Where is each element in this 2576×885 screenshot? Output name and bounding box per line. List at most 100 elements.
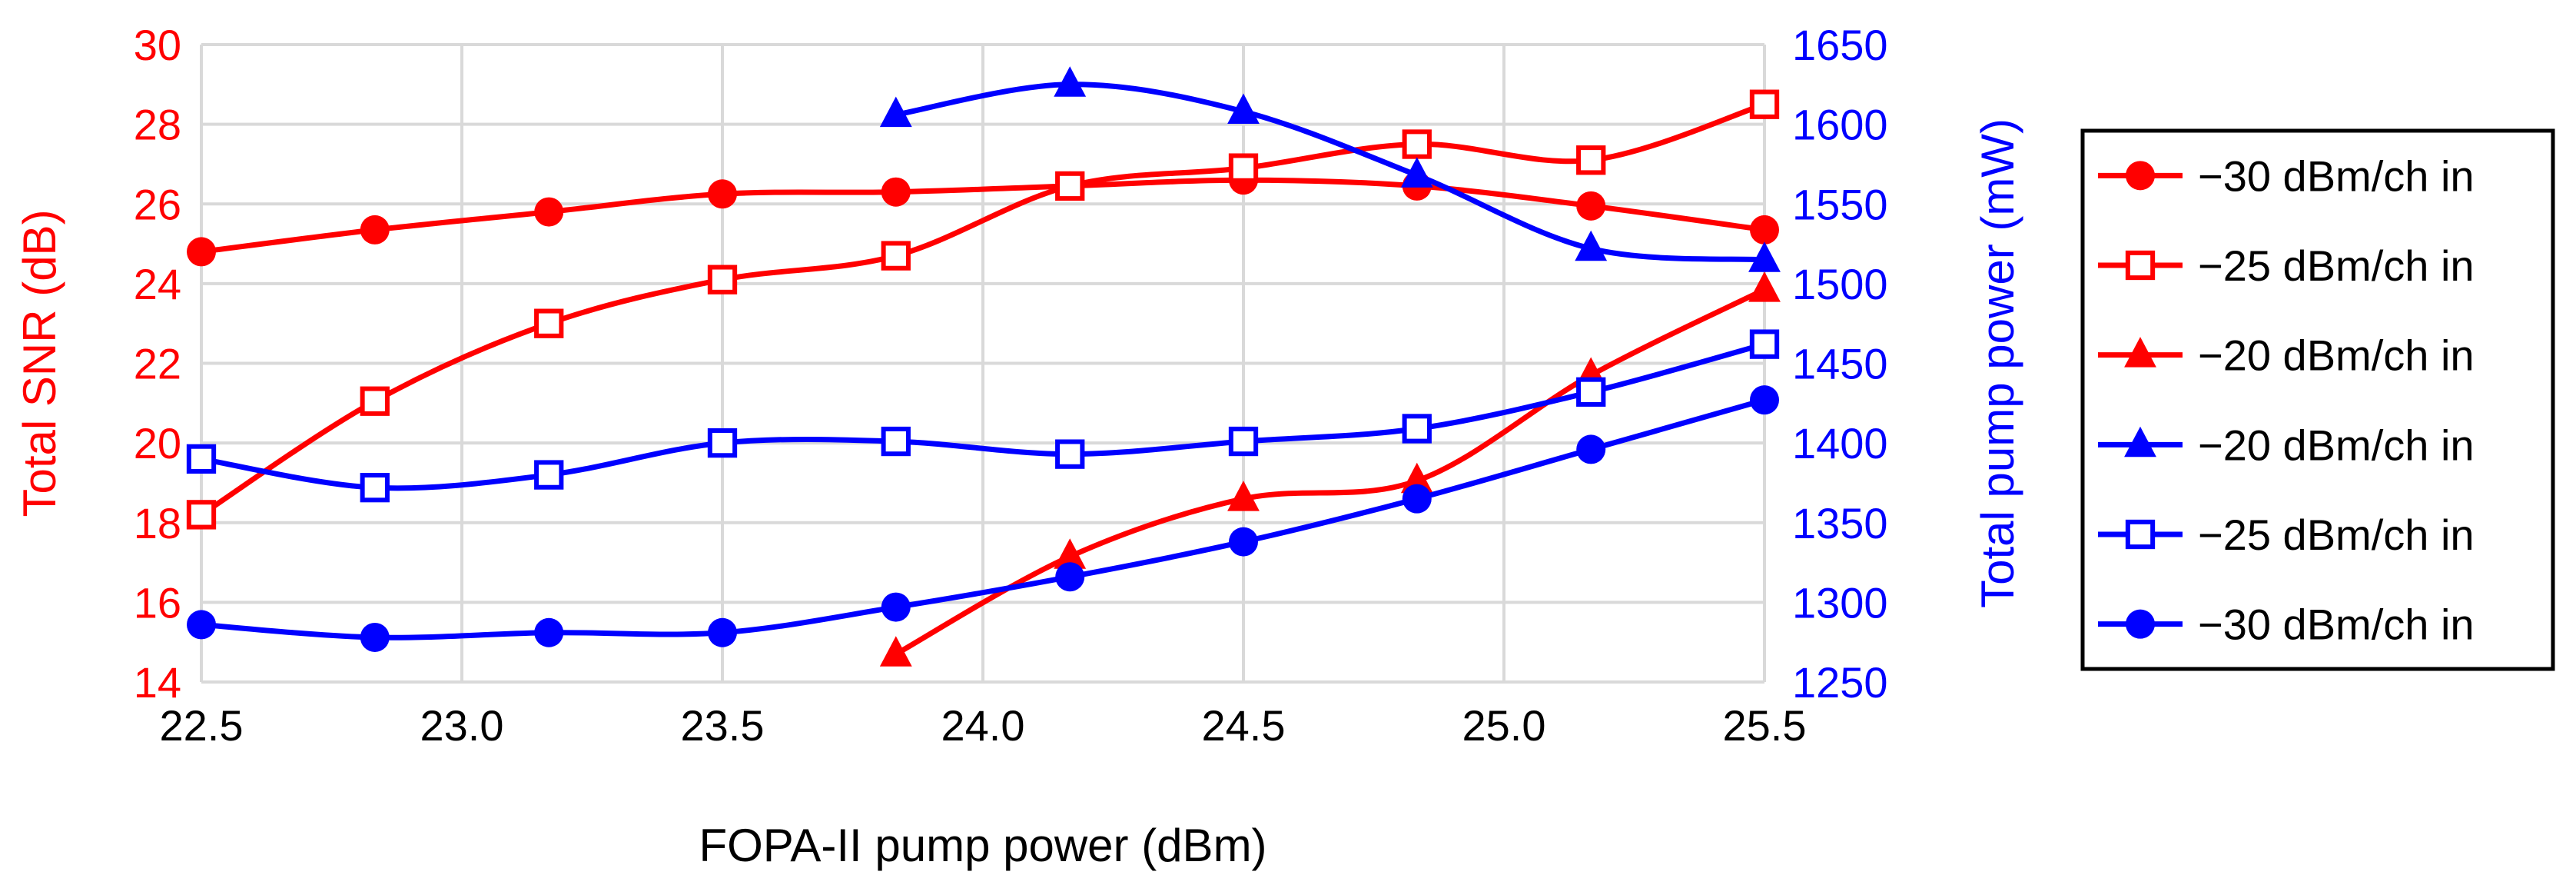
series-line [198,341,1768,491]
data-point [1228,426,1259,457]
y-right-tick-label: 1650 [1792,21,1888,69]
series-3 [879,66,1781,272]
legend-label: −25 dBm/ch in [2198,511,2475,559]
y-left-tick-label: 30 [134,21,181,69]
y-left-axis-title: Total SNR (dB) [14,209,65,517]
x-axis-title: FOPA-II pump power (dBm) [699,820,1266,871]
data-point [707,428,738,458]
y-right-tick-label: 1600 [1792,101,1888,149]
y-left-tick-label: 16 [134,578,181,627]
series-0 [187,165,1779,267]
legend-item: −30 dBm/ch in [2098,151,2475,200]
series-2 [879,271,1781,667]
data-point [1400,157,1433,188]
y-left-tick-label: 18 [134,499,181,547]
x-tick-label: 22.5 [160,701,244,750]
y-right-tick-label: 1550 [1792,180,1888,228]
data-point [187,237,216,267]
series-4 [186,329,1780,503]
y-right-tick-label: 1500 [1792,260,1888,308]
data-point [534,617,564,647]
legend-marker [2125,250,2156,281]
series-line [198,177,1768,255]
legend-marker [2126,161,2155,191]
series-line [893,287,1768,657]
series-group [186,66,1781,667]
data-point [881,592,911,622]
legend-marker [2124,426,2156,457]
legend-item: −20 dBm/ch in [2098,421,2475,469]
legend-box [2080,128,2555,671]
data-point [360,215,390,245]
x-tick-label: 25.0 [1462,701,1546,750]
legend-label: −30 dBm/ch in [2198,601,2475,649]
data-point [1576,145,1606,175]
x-tick-label: 24.0 [941,701,1025,750]
data-point [1055,562,1085,592]
legend-item: −20 dBm/ch in [2098,331,2475,380]
data-point [1054,66,1087,97]
data-point [186,444,217,474]
data-point [708,179,737,209]
data-point [1576,191,1606,221]
data-point [1750,385,1779,415]
data-point [1228,153,1259,183]
x-tick-label: 23.0 [420,701,504,750]
data-point [187,610,216,640]
legend-label: −25 dBm/ch in [2198,241,2475,290]
legend-marker [2124,337,2156,368]
x-tick-label: 24.5 [1202,701,1286,750]
y-left-tick-label: 28 [134,101,181,149]
data-point [360,622,390,652]
legend-item: −30 dBm/ch in [2098,601,2475,649]
data-point [1054,538,1087,569]
legend-marker [2126,609,2155,639]
y-left-tick-label: 14 [134,658,181,707]
series-line [893,82,1768,263]
data-point [1575,230,1608,261]
data-point [1750,215,1779,245]
data-point [1229,527,1258,557]
data-point [534,460,564,490]
legend-label: −20 dBm/ch in [2198,421,2475,469]
y-right-tick-label: 1450 [1792,340,1888,388]
data-point [534,308,564,338]
data-point [1400,462,1433,494]
legend-label: −30 dBm/ch in [2198,151,2475,200]
legend-item: −25 dBm/ch in [2098,511,2475,559]
data-point [1227,93,1260,124]
y-left-tick-label: 22 [134,340,181,388]
y-right-tick-label: 1350 [1792,499,1888,547]
data-point [1748,241,1781,272]
data-point [1749,329,1780,359]
data-point [707,265,738,294]
y-right-tick-label: 1400 [1792,419,1888,467]
data-point [881,177,911,207]
x-tick-label: 23.5 [681,701,765,750]
y-right-tick-label: 1300 [1792,578,1888,627]
data-point [1576,434,1606,464]
data-point [879,96,912,128]
legend-marker [2125,519,2156,550]
data-point [186,500,217,530]
data-point [881,426,911,457]
y-left-tick-label: 26 [134,180,181,228]
data-point [1055,439,1085,469]
legend: −30 dBm/ch in −25 dBm/ch in −20 dBm/ch in −… [2080,128,2555,671]
data-point [881,241,911,271]
data-point [360,386,390,416]
y-left-tick-label: 24 [134,260,181,308]
y-right-tick-label: 1250 [1792,658,1888,707]
y-right-axis-title: Total pump power (mW) [1972,118,2023,608]
series-line [198,101,1768,517]
data-point [1055,171,1085,201]
data-point [360,473,390,503]
data-point [1402,129,1432,159]
data-point [1576,377,1606,407]
data-point [534,197,564,227]
data-point [879,636,912,667]
legend-item: −25 dBm/ch in [2098,241,2475,290]
data-point [1402,414,1432,444]
data-point [1748,271,1781,302]
